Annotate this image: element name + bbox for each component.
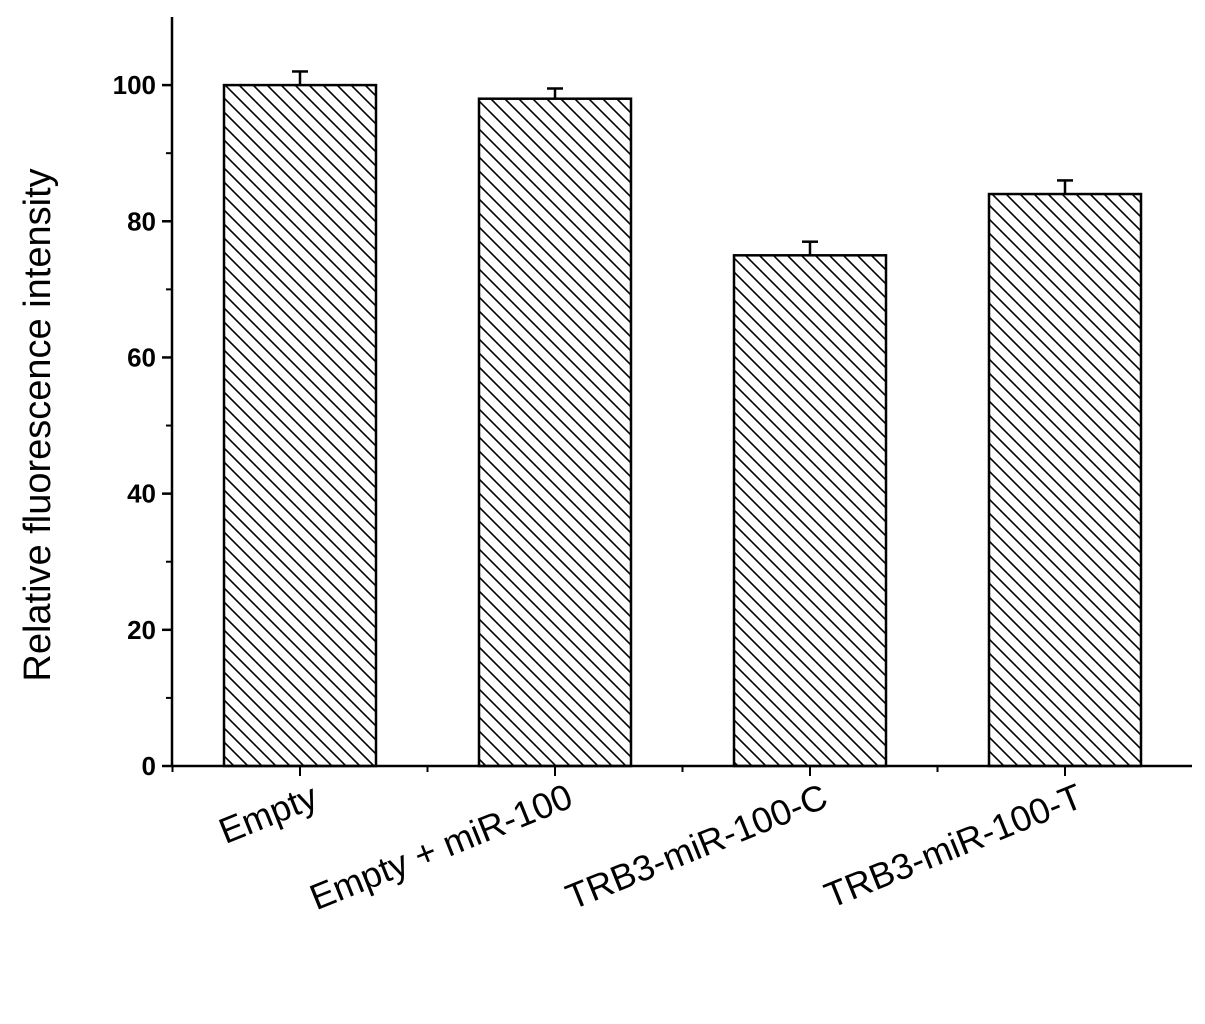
y-tick-label: 20 [127,615,156,645]
y-axis-title: Relative fluorescence intensity [17,168,59,681]
y-tick-label: 100 [113,70,156,100]
y-tick-label: 0 [142,751,156,781]
x-tick-label: TRB3-miR-100-C [560,775,833,917]
x-tick-label: Empty [213,775,323,851]
bar [732,254,888,768]
bars-layer [222,70,1143,768]
y-tick-label: 60 [127,342,156,372]
bar [987,192,1143,768]
x-tick-label: Empty + miR-100 [304,775,578,918]
x-tick-label: TRB3-miR-100-T [819,775,1088,916]
bar [222,83,378,768]
y-tick-label: 40 [127,479,156,509]
y-tick-label: 80 [127,206,156,236]
bar [477,97,633,768]
